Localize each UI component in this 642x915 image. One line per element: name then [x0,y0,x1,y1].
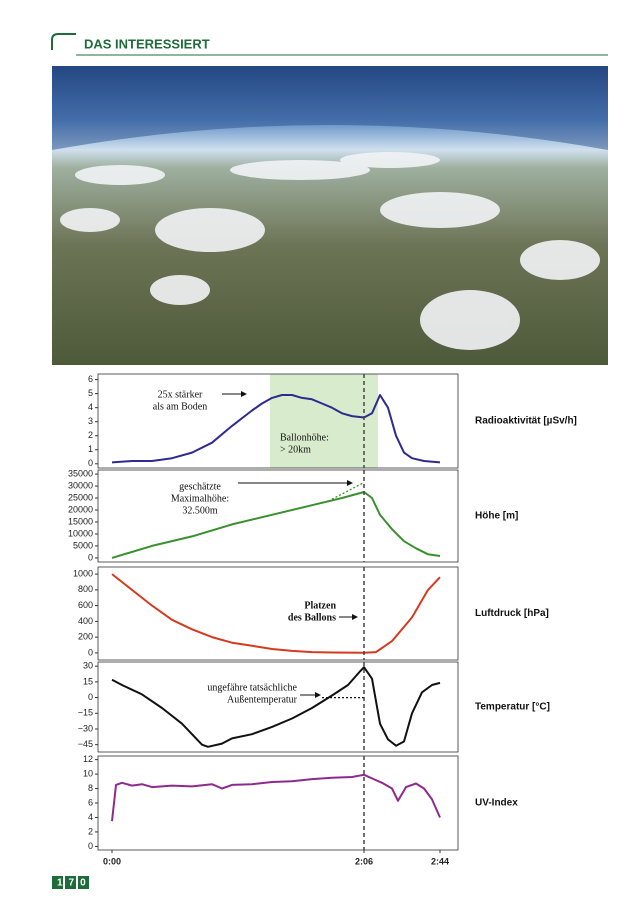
y-tick-label: 1 [88,444,93,454]
annotation: > 20km [280,444,311,455]
y-axis-label: Radioaktivität [µSv/h] [475,416,577,427]
shaded-span [270,374,378,468]
y-tick-label: 2 [88,826,93,836]
page-number: 170 [57,878,92,889]
y-tick-label: 25000 [68,492,93,502]
y-tick-label: 1000 [73,568,93,578]
y-tick-label: 2 [88,430,93,440]
y-tick-label: 5 [88,388,93,398]
y-tick-label: 400 [78,616,93,626]
y-tick-label: 8 [88,783,93,793]
line-series [111,666,441,748]
y-tick-label: 30000 [68,480,93,490]
y-tick-label: 15 [83,676,93,686]
axes-frame [97,566,459,661]
annotation: Außentemperatur [227,694,298,705]
y-tick-label: 4 [88,812,93,822]
annotation: des Ballons [288,612,336,623]
y-tick-label: 0 [88,647,93,657]
y-tick-label: 3 [88,416,93,426]
y-tick-label: 0 [88,692,93,702]
axes-frame [97,469,459,563]
y-tick-label: 12 [83,754,93,764]
axes-frame [97,661,459,753]
y-tick-label: 20000 [68,504,93,514]
y-axis-label: Höhe [m] [475,511,518,522]
annotation: Maximalhöhe: [171,493,229,504]
header-corner [51,33,76,50]
y-tick-label: −30 [78,723,93,733]
y-tick-label: 6 [88,797,93,807]
annotation: Platzen [304,600,336,611]
y-tick-label: 10000 [68,528,93,538]
y-tick-label: 30 [83,661,93,671]
annotation: 25x stärker [158,389,203,400]
y-tick-label: 800 [78,584,93,594]
y-axis-label: Luftdruck [hPa] [475,608,549,619]
y-tick-label: −45 [78,739,93,749]
line-series [111,394,441,464]
annotation: ungefähre tatsächliche [207,682,297,693]
y-tick-label: 4 [88,402,93,412]
annotation: geschätzte [179,481,221,492]
y-tick-label: 35000 [68,468,93,478]
y-tick-label: 200 [78,632,93,642]
y-tick-label: 0 [88,458,93,468]
y-tick-label: 600 [78,600,93,610]
y-axis-label: UV-Index [475,798,518,809]
axes-frame [97,373,459,469]
x-tick-label: 0:00 [103,856,121,866]
y-tick-label: 5000 [73,540,93,550]
header-title: DAS INTERESSIERT [84,36,210,51]
y-axis-label: Temperatur [°C] [475,702,550,713]
photo [52,66,608,365]
y-tick-label: 0 [88,552,93,562]
annotation: als am Boden [153,401,207,412]
annotation: Ballonhöhe: [280,432,329,443]
y-tick-label: 10 [83,768,93,778]
line-series [111,773,441,822]
page-number-box [52,876,89,889]
x-tick-label: 2:06 [355,856,373,866]
x-tick-label: 2:44 [431,856,449,866]
axes-frame [97,755,459,851]
y-tick-label: 0 [88,841,93,851]
line-series [111,491,441,559]
annotation: 32.500m [182,505,218,516]
y-tick-label: −15 [78,708,93,718]
y-tick-label: 15000 [68,516,93,526]
y-tick-label: 6 [88,374,93,384]
line-series [111,573,441,654]
